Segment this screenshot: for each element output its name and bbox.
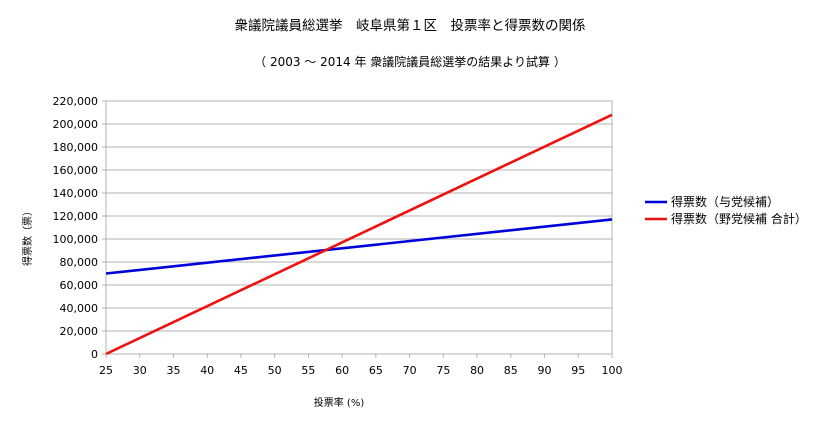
x-tick-label: 45 xyxy=(234,364,248,377)
x-tick-label: 35 xyxy=(166,364,180,377)
y-tick-label: 80,000 xyxy=(60,256,99,269)
y-tick-label: 180,000 xyxy=(53,141,99,154)
chart-subtitle: （ 2003 ～ 2014 年 衆議院議員総選挙の結果より試算 ） xyxy=(254,54,566,69)
series-line-2 xyxy=(105,113,613,356)
x-tick-label: 80 xyxy=(470,364,484,377)
x-axis: 25 30 35 40 45 50 55 60 65 70 75 80 85 90 95 100 xyxy=(99,354,623,377)
y-tick-label: 60,000 xyxy=(60,279,99,292)
x-tick-label: 65 xyxy=(369,364,383,377)
series-lines xyxy=(105,113,613,356)
y-tick-label: 100,000 xyxy=(53,233,99,246)
x-tick-label: 55 xyxy=(301,364,315,377)
x-tick-label: 30 xyxy=(133,364,147,377)
y-tick-label: 20,000 xyxy=(60,325,99,338)
y-tick-label: 160,000 xyxy=(53,164,99,177)
legend-label-1: 得票数（与党候補） xyxy=(671,194,779,209)
legend-label-2: 得票数（野党候補 合計） xyxy=(671,211,807,226)
x-tick-label: 40 xyxy=(200,364,214,377)
x-tick-label: 95 xyxy=(571,364,585,377)
y-axis: 0 20,000 40,000 60,000 80,000 100,000 120,000 1… xyxy=(53,95,106,361)
chart-title: 衆議院議員総選挙 岐阜県第１区 投票率と得票数の関係 xyxy=(235,17,586,34)
x-tick-label: 60 xyxy=(335,364,349,377)
x-axis-title: 投票率 (%) xyxy=(314,396,365,409)
x-tick-label: 75 xyxy=(436,364,450,377)
y-tick-label: 40,000 xyxy=(60,302,99,315)
series-line-1 xyxy=(105,218,613,275)
x-tick-label: 50 xyxy=(268,364,282,377)
x-tick-label: 85 xyxy=(504,364,518,377)
x-tick-label: 70 xyxy=(403,364,417,377)
y-tick-label: 140,000 xyxy=(53,187,99,200)
legend: 得票数（与党候補） 得票数（野党候補 合計） xyxy=(645,194,807,226)
x-tick-label: 100 xyxy=(602,364,623,377)
y-tick-label: 200,000 xyxy=(53,118,99,131)
x-tick-label: 25 xyxy=(99,364,113,377)
y-axis-title: 得票数（票） xyxy=(21,206,34,266)
y-tick-label: 120,000 xyxy=(53,210,99,223)
y-tick-label: 0 xyxy=(91,348,98,361)
x-tick-label: 90 xyxy=(538,364,552,377)
y-tick-label: 220,000 xyxy=(53,95,99,108)
